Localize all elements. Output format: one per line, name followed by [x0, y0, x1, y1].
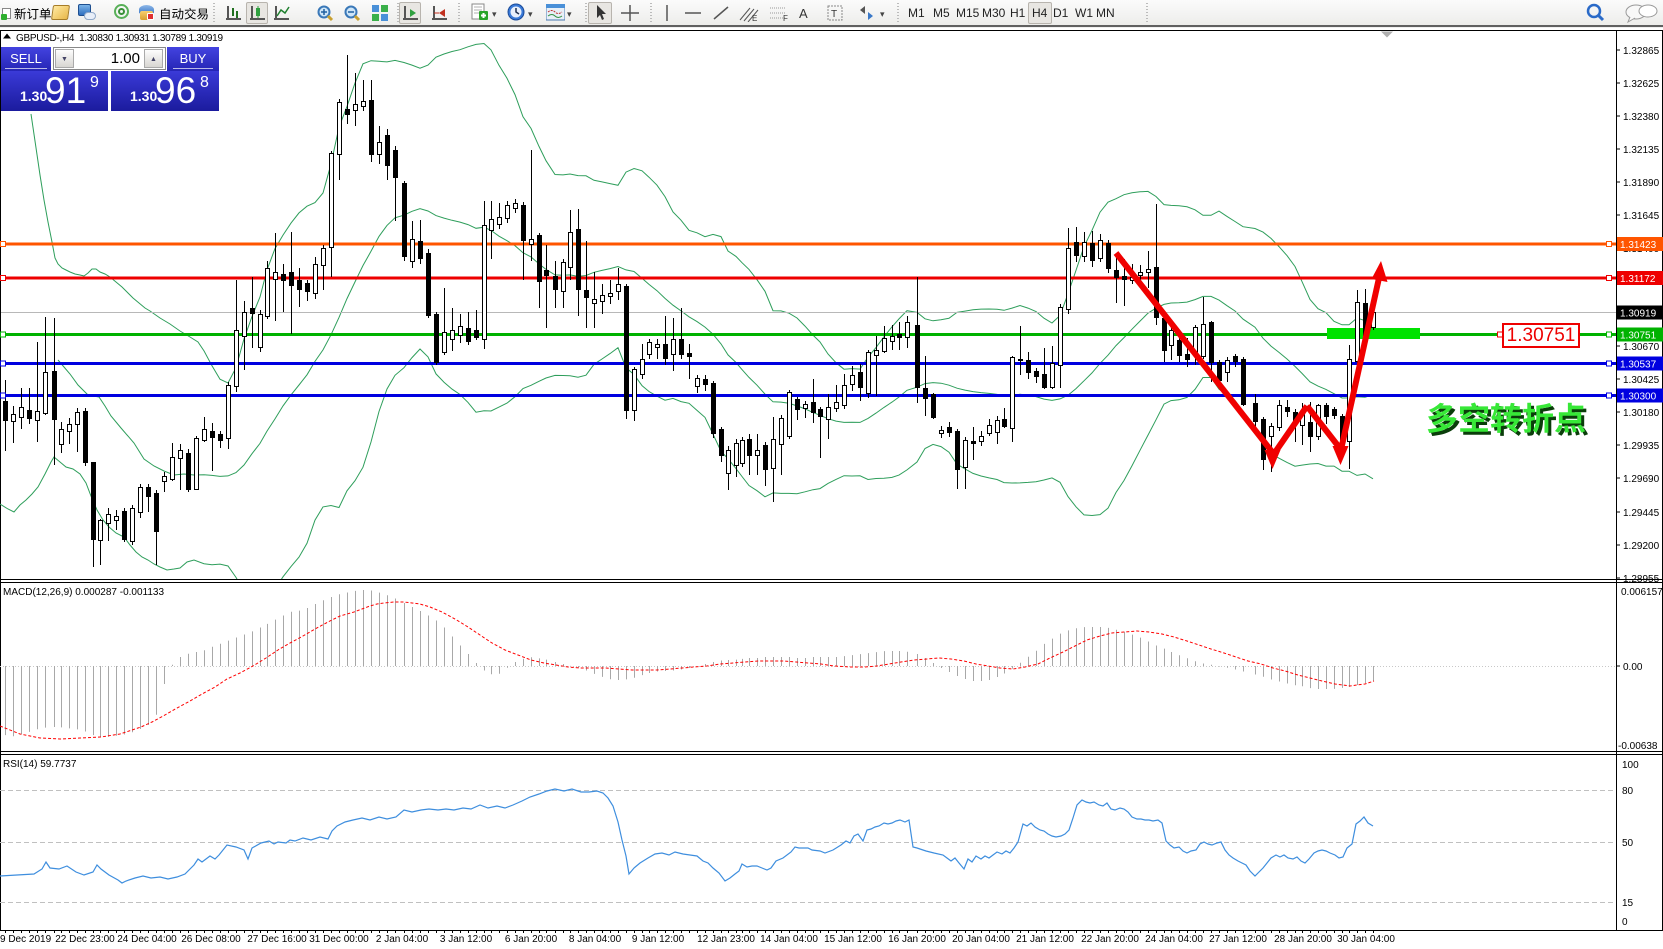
svg-text:28 Jan 20:00: 28 Jan 20:00 [1274, 934, 1332, 945]
svg-text:1.31172: 1.31172 [1620, 274, 1656, 285]
svg-text:1.32625: 1.32625 [1623, 79, 1660, 90]
svg-text:1.30537: 1.30537 [1620, 360, 1657, 371]
svg-text:22 Jan 20:00: 22 Jan 20:00 [1081, 934, 1139, 945]
svg-text:1.29935: 1.29935 [1623, 441, 1660, 452]
svg-text:1.32380: 1.32380 [1623, 112, 1660, 123]
svg-text:1.30180: 1.30180 [1623, 408, 1660, 419]
svg-text:1.31645: 1.31645 [1623, 211, 1660, 222]
svg-text:1.29690: 1.29690 [1623, 474, 1660, 485]
svg-text:30 Jan 04:00: 30 Jan 04:00 [1337, 934, 1395, 945]
svg-text:16 Jan 20:00: 16 Jan 20:00 [888, 934, 946, 945]
svg-text:22 Dec 23:00: 22 Dec 23:00 [55, 934, 115, 945]
svg-text:1.30300: 1.30300 [1620, 392, 1657, 403]
svg-text:GBPUSD-,H4 1.30830 1.30931 1.: GBPUSD-,H4 1.30830 1.30931 1.30789 1.309… [16, 33, 223, 44]
svg-text:1.30751: 1.30751 [1507, 325, 1576, 346]
svg-text:F: F [783, 14, 788, 22]
svg-text:14 Jan 04:00: 14 Jan 04:00 [760, 934, 818, 945]
svg-text:27 Jan 12:00: 27 Jan 12:00 [1209, 934, 1267, 945]
svg-text:80: 80 [1622, 786, 1634, 797]
svg-text:6 Jan 20:00: 6 Jan 20:00 [505, 934, 558, 945]
svg-text:T: T [831, 9, 837, 20]
svg-text:24 Jan 04:00: 24 Jan 04:00 [1145, 934, 1203, 945]
svg-text:12 Jan 23:00: 12 Jan 23:00 [697, 934, 755, 945]
svg-text:0: 0 [1622, 917, 1628, 928]
svg-text:1.31890: 1.31890 [1623, 178, 1660, 189]
svg-text:24 Dec 04:00: 24 Dec 04:00 [117, 934, 177, 945]
svg-text:26 Dec 08:00: 26 Dec 08:00 [181, 934, 241, 945]
svg-text:8 Jan 04:00: 8 Jan 04:00 [569, 934, 622, 945]
svg-text:2 Jan 04:00: 2 Jan 04:00 [376, 934, 429, 945]
svg-text:E: E [752, 14, 757, 22]
svg-text:31 Dec 00:00: 31 Dec 00:00 [309, 934, 369, 945]
svg-text:1.32135: 1.32135 [1623, 145, 1660, 156]
svg-text:1.31423: 1.31423 [1620, 240, 1657, 251]
svg-text:3 Jan 12:00: 3 Jan 12:00 [440, 934, 493, 945]
svg-text:20 Jan 04:00: 20 Jan 04:00 [952, 934, 1010, 945]
svg-text:21 Jan 12:00: 21 Jan 12:00 [1016, 934, 1074, 945]
svg-text:100: 100 [1622, 760, 1639, 771]
svg-text:1.30670: 1.30670 [1623, 342, 1660, 353]
svg-text:1.30919: 1.30919 [1620, 309, 1657, 320]
svg-text:-0.00638: -0.00638 [1618, 741, 1658, 752]
svg-text:9 Jan 12:00: 9 Jan 12:00 [632, 934, 685, 945]
svg-text:RSI(14) 59.7737: RSI(14) 59.7737 [3, 759, 77, 770]
svg-text:1.30425: 1.30425 [1623, 375, 1660, 386]
svg-text:1.32865: 1.32865 [1623, 46, 1660, 57]
svg-text:MACD(12,26,9) 0.000287 -0.0011: MACD(12,26,9) 0.000287 -0.001133 [3, 587, 164, 598]
svg-text:15 Jan 12:00: 15 Jan 12:00 [824, 934, 882, 945]
svg-text:0.006157: 0.006157 [1621, 587, 1663, 598]
svg-text:1.29445: 1.29445 [1623, 508, 1660, 519]
svg-text:9 Dec 2019: 9 Dec 2019 [0, 934, 52, 945]
svg-text:27 Dec 16:00: 27 Dec 16:00 [247, 934, 307, 945]
svg-text:0.00: 0.00 [1623, 662, 1643, 673]
svg-text:50: 50 [1622, 838, 1634, 849]
svg-text:15: 15 [1622, 898, 1634, 909]
svg-text:1.28955: 1.28955 [1623, 574, 1660, 585]
svg-text:1.29200: 1.29200 [1623, 541, 1660, 552]
svg-text:1.30751: 1.30751 [1620, 331, 1657, 342]
